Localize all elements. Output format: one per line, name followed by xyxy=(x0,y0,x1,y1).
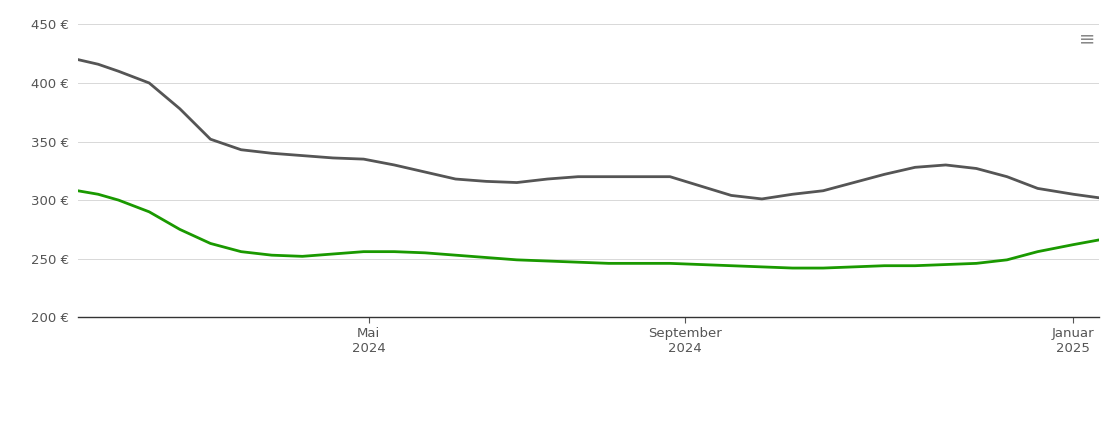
Text: ≡: ≡ xyxy=(1079,30,1096,49)
Legend: lose Ware, Sackware: lose Ware, Sackware xyxy=(467,422,709,423)
